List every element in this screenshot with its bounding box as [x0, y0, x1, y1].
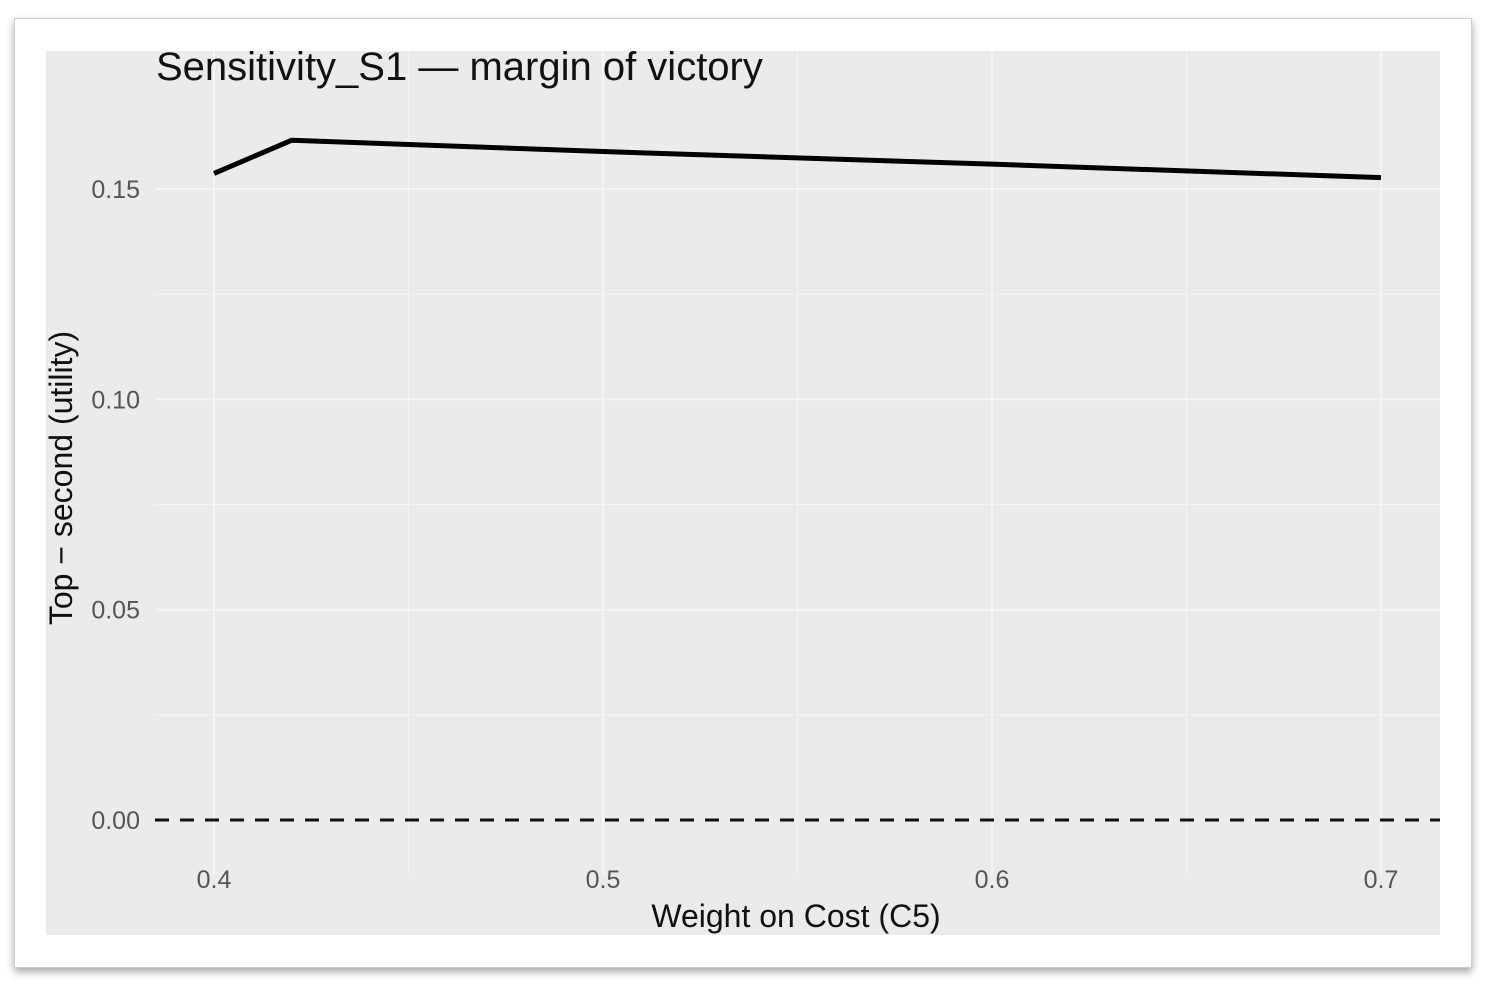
y-tick-label: 0.10	[91, 386, 140, 414]
x-tick-label: 0.5	[586, 866, 621, 894]
plot-panel	[46, 51, 1440, 935]
x-tick-label: 0.4	[197, 866, 232, 894]
grid-lines	[155, 51, 1440, 875]
chart-title: Sensitivity_S1 — margin of victory	[156, 45, 763, 89]
y-tick-label: 0.00	[91, 807, 140, 835]
y-axis-label: Top − second (utility)	[43, 331, 79, 625]
x-axis-label: Weight on Cost (C5)	[651, 898, 940, 934]
x-tick-label: 0.6	[975, 866, 1010, 894]
x-tick-label: 0.7	[1364, 866, 1399, 894]
y-tick-label: 0.15	[91, 176, 140, 204]
series-line-0	[213, 137, 1382, 181]
x-tick-labels: 0.4 0.5 0.6 0.7	[197, 866, 1399, 894]
y-tick-label: 0.05	[91, 597, 140, 625]
y-tick-labels: 0.00 0.05 0.10 0.15	[91, 176, 140, 835]
series-group	[213, 137, 1382, 181]
